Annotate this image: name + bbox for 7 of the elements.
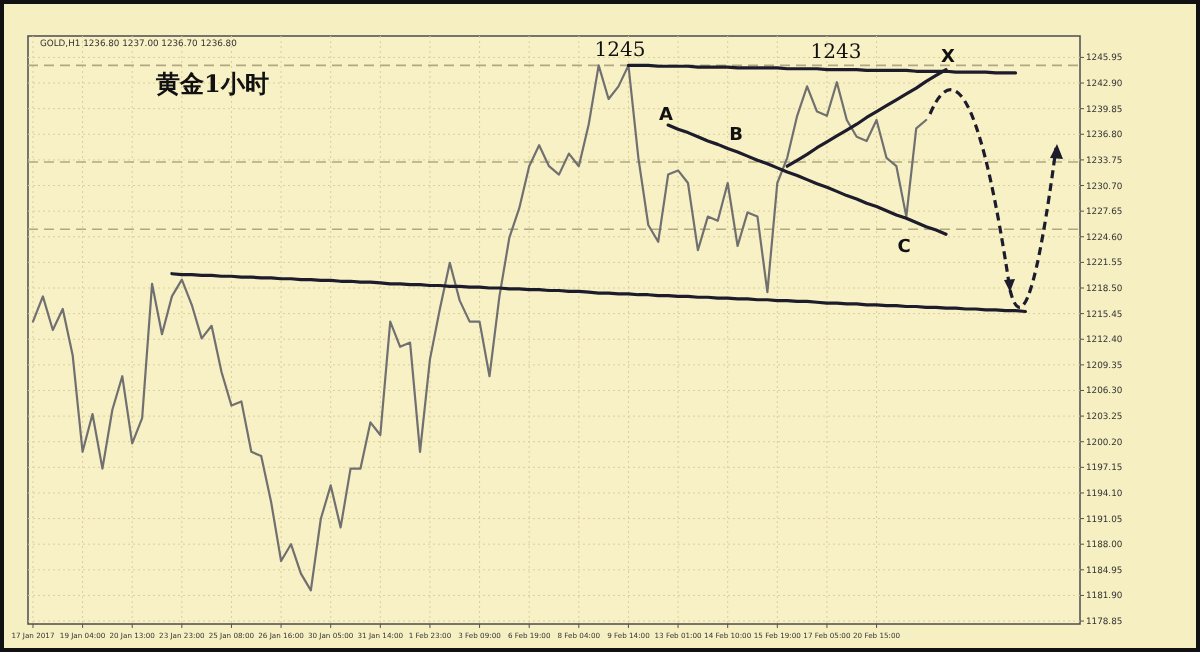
annotation: B	[729, 126, 744, 146]
annotation: X	[941, 48, 956, 68]
annotation: C	[897, 238, 912, 258]
annotation: 1245	[594, 40, 646, 62]
annotation: 1243	[810, 42, 862, 64]
annotation: A	[659, 106, 674, 126]
text: 黄金1小时	[154, 70, 269, 98]
